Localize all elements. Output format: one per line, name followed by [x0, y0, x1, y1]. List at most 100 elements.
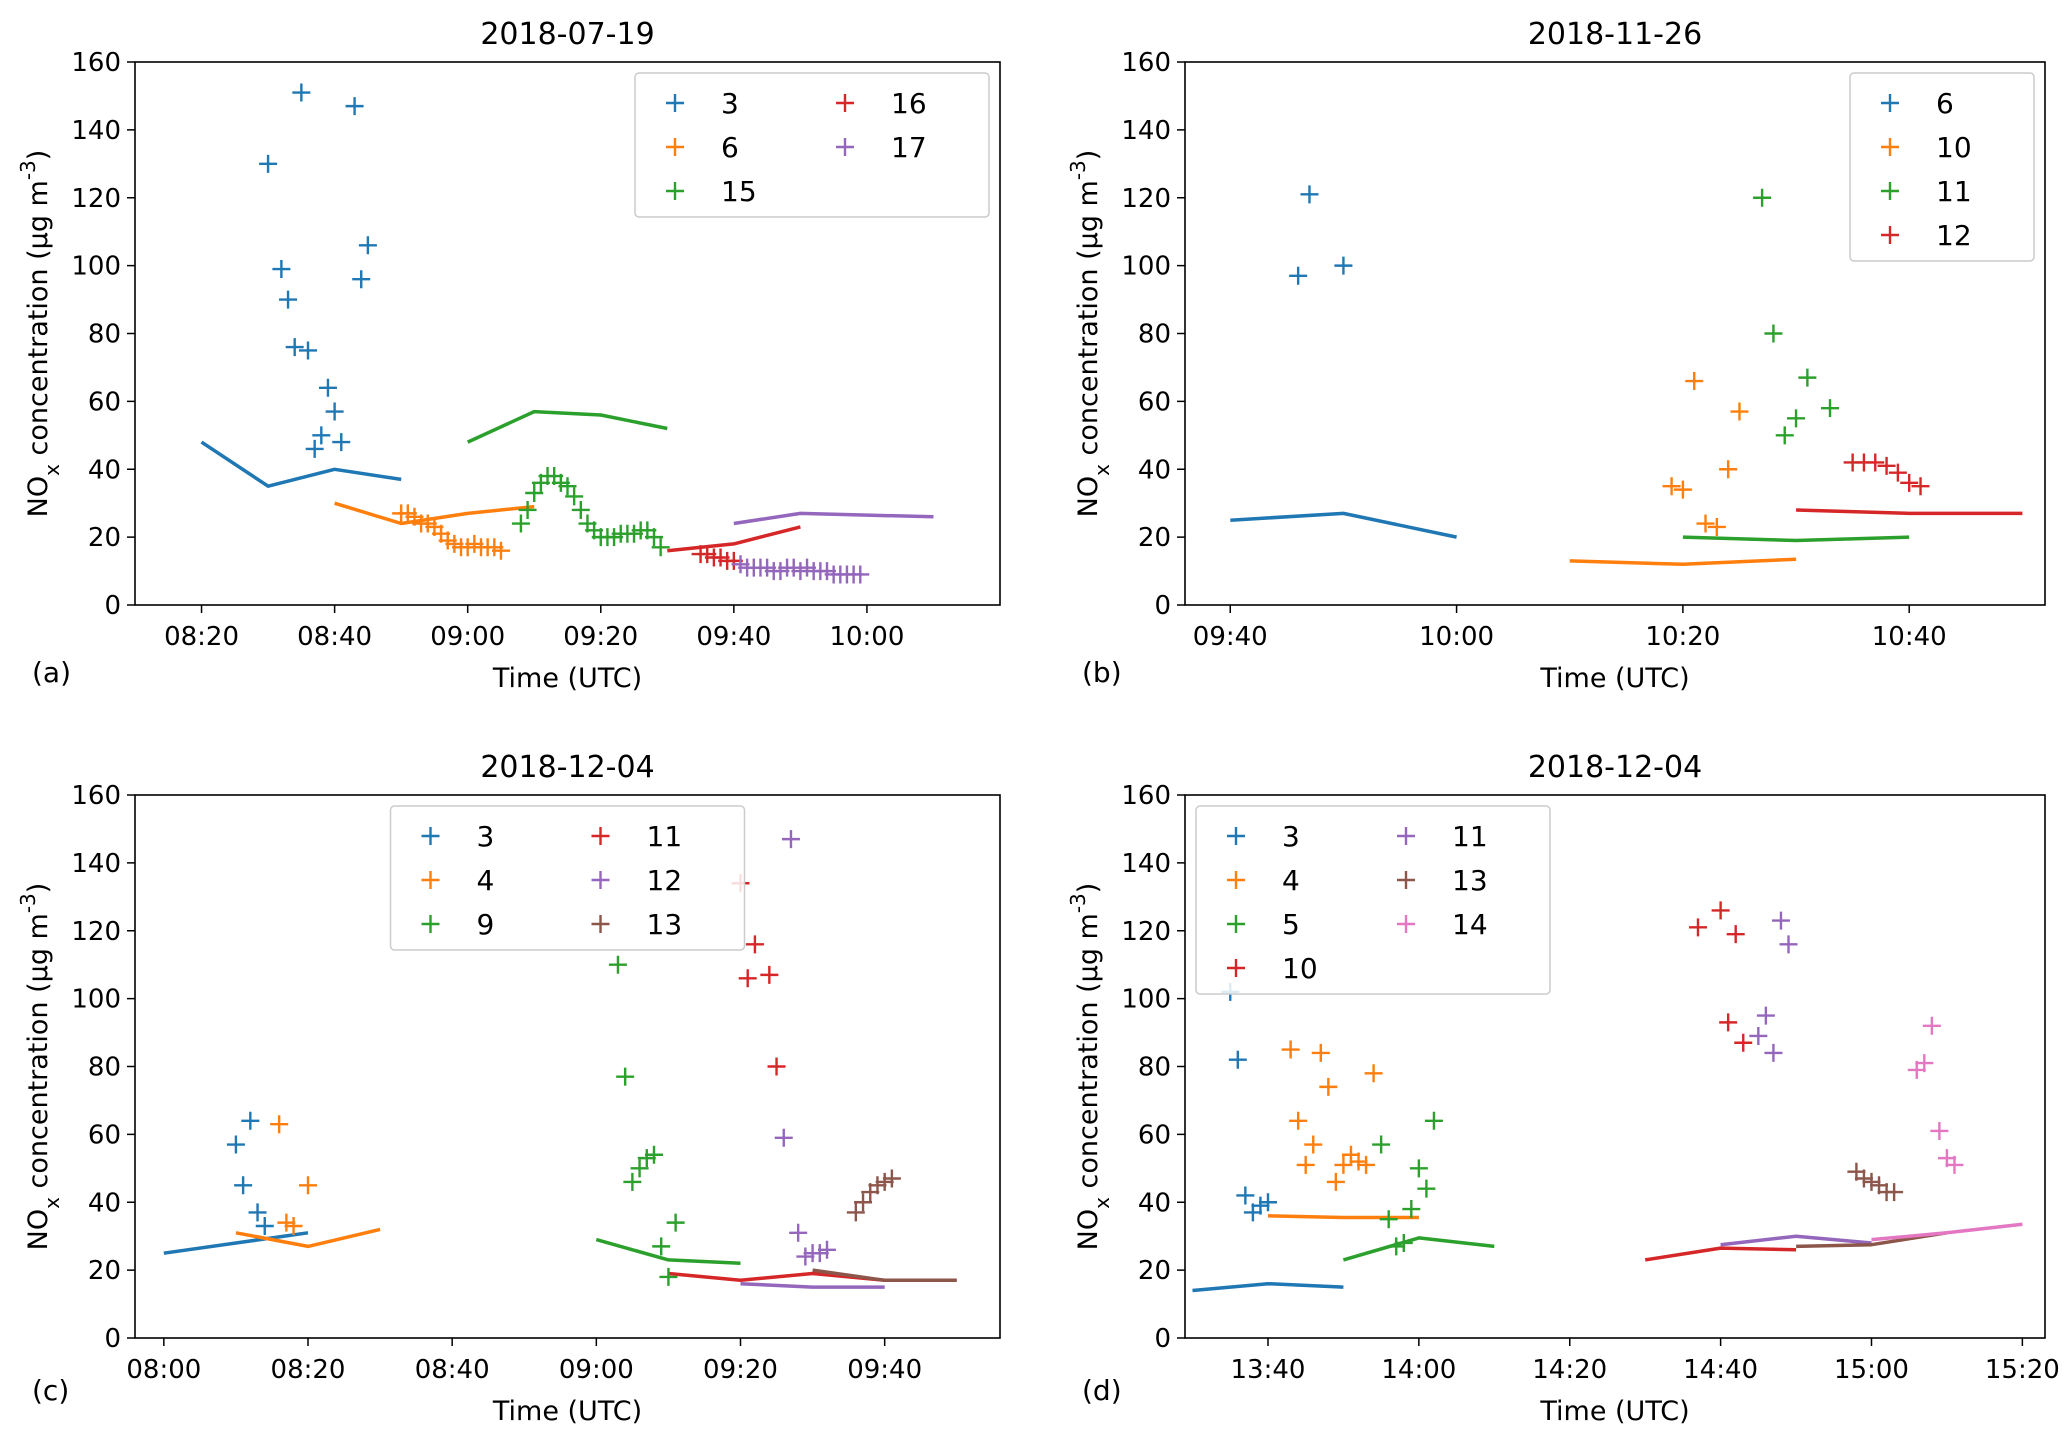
legend-label-11: 11	[647, 820, 683, 853]
data-point-13	[868, 1176, 887, 1195]
y-tick-label: 140	[71, 116, 121, 146]
data-point-11	[1787, 409, 1806, 428]
legend-marker-11	[591, 827, 610, 845]
series-line-11	[1720, 1234, 1872, 1247]
data-point-10	[1711, 901, 1730, 920]
x-axis-label: Time (UTC)	[492, 663, 642, 694]
data-point-10	[1719, 1013, 1738, 1032]
data-point-3	[272, 260, 291, 279]
data-point-14	[1945, 1155, 1964, 1174]
y-axis-label: NOx concentration (µg m-3)	[1066, 150, 1114, 518]
data-point-12	[774, 1128, 793, 1147]
data-point-4	[1311, 1043, 1330, 1062]
y-tick-label: 80	[88, 320, 121, 350]
data-point-9	[666, 1213, 685, 1232]
data-point-4	[284, 1217, 303, 1236]
series-line-5	[1342, 1236, 1495, 1262]
data-point-10	[1707, 517, 1726, 536]
axes-frame	[1184, 794, 2046, 1339]
data-point-10	[1719, 460, 1738, 479]
y-tick-label: 40	[1138, 1188, 1171, 1218]
x-tick-label: 14:20	[1532, 1355, 1607, 1385]
legend-label-6: 6	[721, 131, 739, 164]
legend-marker-3	[1227, 827, 1245, 845]
series-line-10	[1644, 1246, 1797, 1262]
data-point-15	[525, 484, 544, 503]
x-tick-label: 09:00	[430, 622, 505, 652]
x-tick-label: 09:40	[1193, 622, 1268, 652]
data-point-15	[518, 500, 537, 519]
x-tick-label: 08:00	[126, 1355, 201, 1385]
x-tick-label: 15:20	[1985, 1355, 2060, 1385]
data-point-11	[1764, 324, 1783, 343]
data-point-3	[318, 378, 337, 397]
series-line-3	[200, 440, 402, 488]
y-tick-label: 40	[88, 1188, 121, 1218]
legend-marker-3	[421, 827, 440, 845]
data-point-11	[745, 935, 764, 954]
data-point-15	[565, 487, 584, 506]
data-point-4	[299, 1176, 317, 1195]
chart-title: 2018-12-04	[1528, 750, 1702, 785]
data-point-13	[1854, 1169, 1873, 1188]
legend-marker-10	[1227, 959, 1245, 977]
y-axis-label: NOx concentration (µg m-3)	[16, 883, 64, 1251]
x-tick-label: 14:40	[1683, 1355, 1758, 1385]
y-tick-label: 100	[1121, 252, 1171, 282]
legend-marker-3	[666, 94, 684, 112]
legend-marker-11	[1397, 827, 1415, 845]
data-point-4	[1319, 1077, 1338, 1096]
data-point-13	[1885, 1183, 1904, 1202]
data-point-3	[305, 439, 324, 458]
data-point-9	[637, 1149, 656, 1168]
legend-marker-6	[1881, 94, 1899, 112]
data-point-4	[1349, 1152, 1368, 1171]
data-point-5	[1372, 1135, 1391, 1154]
data-point-15	[645, 528, 663, 547]
data-point-6	[1300, 185, 1319, 204]
data-point-3	[325, 402, 344, 421]
data-point-5	[1417, 1179, 1436, 1198]
chart-title: 2018-11-26	[1528, 17, 1702, 52]
series-line-4	[235, 1227, 381, 1249]
panel-label: (d)	[1082, 1374, 1122, 1407]
data-point-11	[738, 969, 757, 988]
chart-panel-1: 2018-11-26 0 20 40 60 80 100 120 140 160 09:40 10:0…	[1066, 17, 2046, 694]
x-tick-label: 09:20	[703, 1355, 778, 1385]
data-point-3	[1251, 1196, 1270, 1215]
series-line-13	[812, 1268, 957, 1283]
data-point-3	[1258, 1193, 1277, 1212]
series-line-10	[1569, 557, 1797, 567]
y-tick-label: 60	[88, 1120, 121, 1150]
y-tick-label: 160	[71, 781, 121, 811]
data-point-11	[1821, 399, 1839, 418]
series-line-9	[595, 1237, 741, 1266]
legend-label-13: 13	[647, 908, 683, 941]
chart-panel-3: 2018-12-04 0 20 40 60 80 100 120 140 160 13:40 14:0…	[1066, 750, 2060, 1427]
data-point-13	[846, 1203, 865, 1222]
legend-label-6: 6	[1936, 87, 1954, 120]
data-point-4	[1281, 1040, 1300, 1059]
y-axis-label: NOx concentration (µg m-3)	[1066, 883, 1114, 1251]
data-point-12	[1877, 456, 1896, 475]
legend-label-4: 4	[477, 864, 495, 897]
data-point-3	[299, 341, 317, 360]
x-tick-label: 09:40	[847, 1355, 922, 1385]
data-point-12	[1866, 453, 1885, 472]
legend: 6 10 11 12	[1849, 72, 2035, 262]
y-tick-label: 20	[88, 1256, 121, 1286]
data-point-3	[345, 97, 364, 116]
data-point-10	[1734, 1033, 1753, 1052]
x-tick-label: 14:00	[1381, 1355, 1456, 1385]
data-point-4	[1334, 1155, 1353, 1174]
data-point-4	[277, 1213, 296, 1232]
data-point-13	[1862, 1172, 1881, 1191]
data-point-11	[1775, 426, 1794, 445]
data-point-3	[259, 154, 278, 173]
legend-label-3: 3	[477, 820, 495, 853]
legend-marker-6	[666, 138, 684, 156]
x-tick-label: 13:40	[1231, 1355, 1306, 1385]
x-tick-label: 08:40	[415, 1355, 490, 1385]
legend-label-10: 10	[1282, 952, 1318, 985]
panel-label: (c)	[32, 1374, 69, 1407]
